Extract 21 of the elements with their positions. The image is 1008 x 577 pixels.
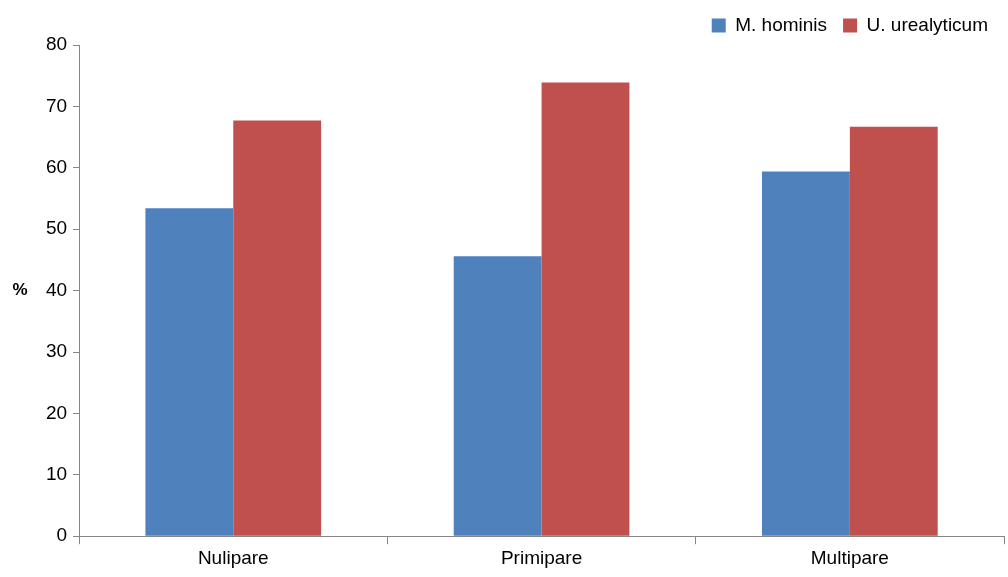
- y-tick-label: 10: [45, 463, 68, 485]
- y-tick-label: 30: [45, 340, 68, 362]
- y-tick-label: 20: [45, 401, 68, 423]
- bar: [541, 82, 630, 536]
- x-tick-label: Multipare: [810, 546, 889, 568]
- y-tick-label: 70: [45, 94, 68, 116]
- legend-label: U. urealyticum: [866, 13, 988, 35]
- y-tick-label: 60: [45, 156, 68, 178]
- y-tick-label: 80: [45, 33, 68, 55]
- bar: [849, 126, 938, 536]
- bar: [761, 171, 850, 536]
- x-tick-label: Nulipare: [197, 546, 269, 568]
- legend-label: M. hominis: [735, 13, 828, 35]
- y-tick-label: 50: [45, 217, 68, 239]
- bar: [453, 256, 542, 536]
- bar: [145, 208, 234, 536]
- y-axis-title: %: [12, 280, 28, 300]
- bar: [233, 120, 322, 536]
- y-tick-label: 40: [45, 278, 68, 300]
- y-tick-label: 0: [56, 524, 68, 546]
- x-tick-label: Primipare: [500, 546, 583, 568]
